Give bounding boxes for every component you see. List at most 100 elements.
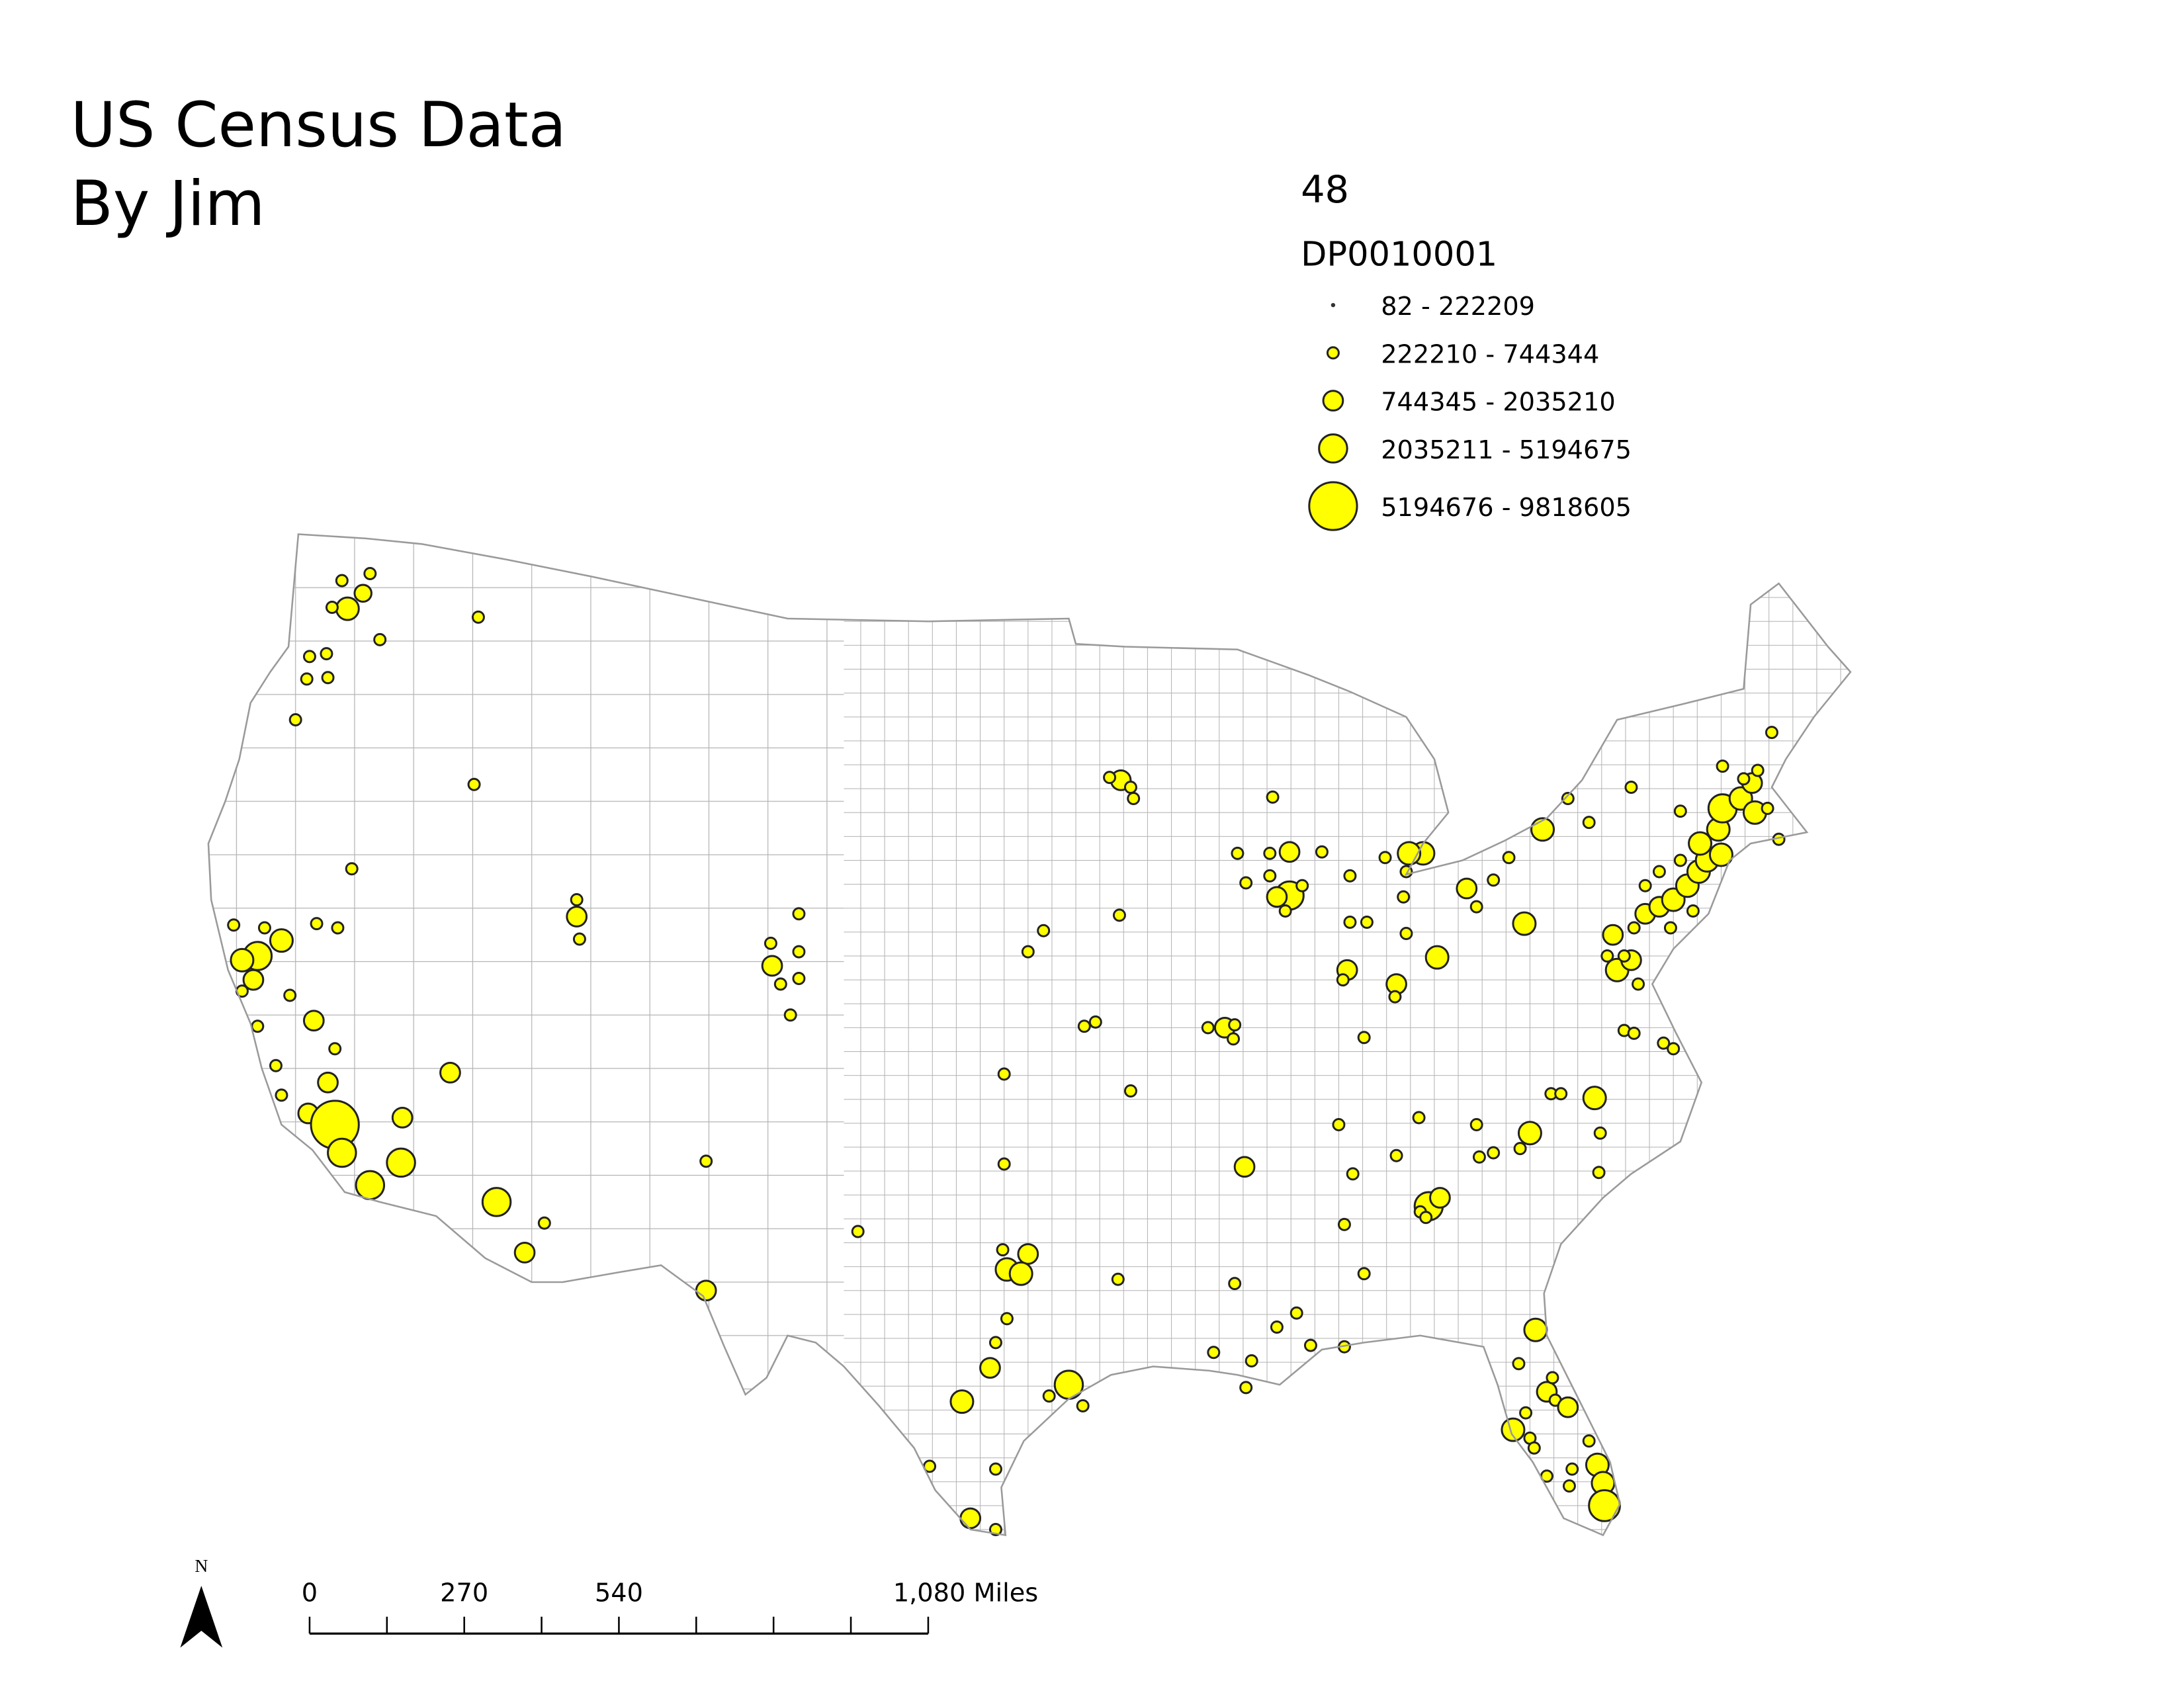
population-symbol	[1686, 904, 1700, 918]
legend-label: 5194676 - 9818605	[1381, 493, 1632, 523]
population-symbol	[355, 1170, 386, 1201]
population-symbol	[997, 1067, 1011, 1081]
population-symbol	[566, 906, 588, 928]
population-symbol	[1245, 1354, 1258, 1367]
population-symbol	[1337, 1217, 1351, 1231]
population-symbol	[988, 1462, 1002, 1476]
legend-symbol	[1308, 481, 1358, 531]
population-symbol	[1469, 1118, 1483, 1131]
population-symbol	[996, 1243, 1010, 1257]
legend-label: 744345 - 2035210	[1381, 388, 1616, 417]
population-symbol	[792, 907, 806, 921]
population-symbol	[1231, 846, 1245, 860]
population-symbol	[1593, 1126, 1607, 1140]
population-symbol	[1127, 792, 1141, 805]
population-symbol	[1077, 1019, 1091, 1033]
population-symbol	[317, 1071, 339, 1094]
population-symbol	[1469, 900, 1483, 914]
population-symbol	[1602, 924, 1624, 946]
population-symbol	[1207, 1346, 1221, 1360]
population-symbol	[269, 928, 294, 953]
population-symbol	[1360, 916, 1374, 929]
population-symbol	[1228, 1018, 1242, 1032]
population-symbol	[1263, 846, 1277, 860]
population-symbol	[300, 672, 314, 686]
legend-symbol	[1318, 433, 1348, 464]
population-symbol	[1472, 1150, 1486, 1164]
population-symbol	[1527, 1441, 1541, 1455]
population-symbol	[283, 988, 297, 1002]
population-symbol	[481, 1187, 512, 1217]
population-symbol	[335, 574, 349, 587]
scale-label: 0	[302, 1578, 318, 1608]
population-symbol	[1315, 845, 1329, 859]
population-symbol	[1632, 977, 1645, 991]
population-symbol	[773, 977, 787, 991]
population-symbol	[1088, 1015, 1102, 1029]
population-symbol	[328, 1042, 342, 1056]
population-symbol	[979, 1357, 1001, 1379]
population-symbol	[1512, 911, 1537, 936]
population-symbols	[227, 567, 1786, 1536]
population-symbol	[1332, 1118, 1346, 1131]
population-symbol	[1592, 1166, 1606, 1180]
population-symbol	[1346, 1167, 1360, 1181]
population-symbol	[1502, 851, 1516, 865]
population-symbol	[1667, 1042, 1681, 1056]
population-symbol	[320, 647, 333, 661]
population-symbol	[764, 936, 777, 950]
population-symbol	[1266, 790, 1280, 804]
population-symbol	[1278, 841, 1301, 863]
north-arrow: N	[180, 1555, 223, 1648]
population-symbol	[1761, 801, 1774, 815]
population-symbol	[1627, 1026, 1641, 1040]
population-symbol	[1562, 1479, 1576, 1493]
population-symbol	[1519, 1406, 1533, 1420]
population-symbol	[1123, 781, 1137, 794]
population-symbol	[1266, 886, 1288, 908]
legend-symbol	[1331, 302, 1336, 308]
population-symbol	[1123, 1084, 1137, 1098]
population-symbol	[761, 955, 783, 977]
population-symbol	[1517, 1121, 1542, 1146]
population-symbol	[1513, 1142, 1527, 1156]
population-symbol	[471, 610, 485, 624]
population-symbol	[1565, 1462, 1579, 1476]
population-symbol	[1627, 921, 1641, 935]
population-symbol	[1561, 792, 1575, 805]
population-symbol	[1429, 1187, 1451, 1209]
population-symbol	[1008, 1261, 1033, 1286]
population-symbol	[257, 921, 271, 935]
population-symbol	[302, 1010, 325, 1032]
population-symbol	[959, 1507, 982, 1530]
population-symbol	[1201, 1021, 1215, 1035]
population-symbol	[439, 1062, 461, 1084]
population-symbol	[302, 650, 316, 664]
population-symbol	[227, 918, 241, 932]
population-symbol	[1582, 1086, 1607, 1111]
population-symbol	[783, 1008, 797, 1022]
population-symbol	[1737, 772, 1751, 786]
population-symbol	[1397, 890, 1411, 904]
population-symbol	[467, 777, 481, 791]
population-symbol	[363, 567, 377, 580]
population-symbol	[1270, 1320, 1284, 1334]
population-symbol	[335, 596, 360, 621]
population-symbol	[570, 893, 584, 906]
population-symbol	[1357, 1031, 1371, 1045]
population-symbol	[1227, 1032, 1241, 1046]
population-symbol	[1303, 1338, 1317, 1352]
population-symbol	[1657, 1036, 1671, 1050]
population-symbol	[1357, 1267, 1371, 1281]
population-symbol	[325, 601, 339, 614]
population-symbol	[242, 969, 265, 991]
population-symbol	[1017, 1243, 1039, 1265]
population-symbol	[1554, 1087, 1568, 1101]
population-symbol	[288, 713, 302, 726]
population-symbol	[1487, 1146, 1501, 1160]
population-symbol	[1399, 927, 1413, 940]
population-symbol	[1289, 1306, 1303, 1320]
population-symbol	[1688, 831, 1713, 856]
population-symbol	[1278, 904, 1292, 918]
population-symbol	[1076, 1399, 1090, 1412]
